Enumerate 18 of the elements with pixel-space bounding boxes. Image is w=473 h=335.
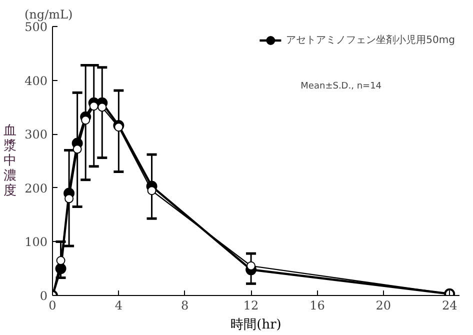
y-axis-title: 血漿中濃度 <box>4 124 17 198</box>
annotation: Mean±S.D., n=14 <box>300 82 382 92</box>
y-tick-label: 0 <box>40 289 48 303</box>
legend-label: アセトアミノフェン坐剤小児用50mg <box>286 34 455 47</box>
text: (ng/mL) <box>24 8 73 22</box>
x-tick-label: 0 <box>48 298 56 312</box>
x-tick-label: 4 <box>114 298 123 312</box>
y-tick-label: 400 <box>24 74 48 88</box>
y-tick-label: 200 <box>24 181 48 196</box>
y-tick-label: 300 <box>24 128 48 142</box>
x-axis-title: 時間(hr) <box>230 318 282 332</box>
x-tick-label: 20 <box>376 298 392 312</box>
y-tick-label: 100 <box>24 235 48 250</box>
x-tick-label: 8 <box>181 298 189 312</box>
y-tick-label: 500 <box>24 20 48 34</box>
x-tick-label: 16 <box>310 298 325 312</box>
x-tick-label: 24 <box>442 298 458 312</box>
x-tick-label: 12 <box>243 298 259 312</box>
